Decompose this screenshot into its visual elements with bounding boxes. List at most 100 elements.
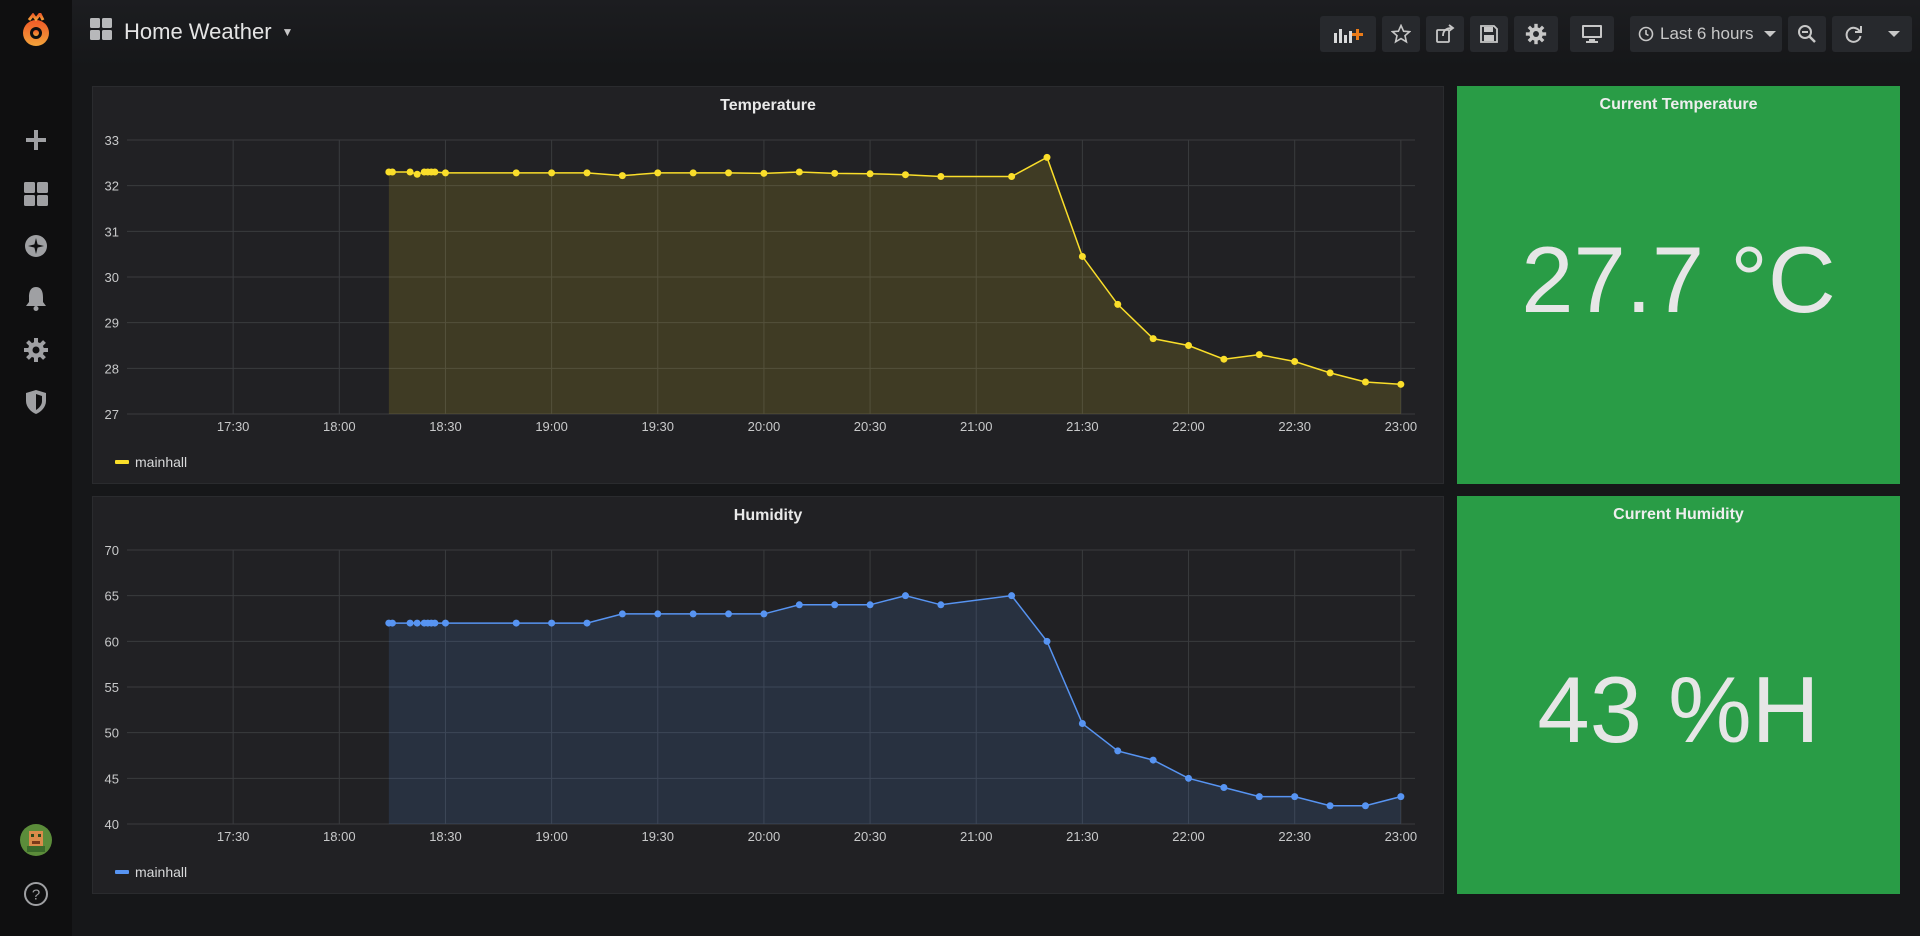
data-point	[1078, 252, 1086, 260]
stat-value: 43 %H	[1537, 657, 1820, 762]
legend-swatch	[115, 460, 129, 464]
grafana-logo-icon[interactable]	[16, 12, 56, 52]
y-tick-label: 70	[105, 543, 119, 558]
data-point	[1255, 793, 1263, 801]
data-point	[583, 169, 591, 177]
data-point	[760, 169, 768, 177]
data-point	[583, 619, 591, 627]
data-point	[654, 610, 662, 618]
create-plus-icon[interactable]	[16, 120, 56, 160]
data-point	[1220, 783, 1228, 791]
data-point	[795, 601, 803, 609]
configuration-gear-icon[interactable]	[16, 330, 56, 370]
save-icon	[1480, 25, 1498, 43]
legend-label: mainhall	[135, 864, 188, 880]
data-point	[1008, 592, 1016, 600]
humidity-graph-panel[interactable]: Humidity 40 45 50 55 60 65 70 17:30 18:00 18:30 19…	[92, 496, 1444, 894]
dashboard-title: Home Weather	[124, 19, 272, 44]
zoom-out-icon	[1798, 25, 1816, 43]
x-tick-label: 22:00	[1172, 419, 1205, 434]
refresh-interval-caret-icon	[1888, 31, 1900, 37]
y-tick-label: 29	[105, 316, 119, 331]
stat-value: 27.7 °C	[1521, 227, 1836, 332]
x-tick-label: 18:00	[323, 419, 356, 434]
dashboard-grid-icon	[90, 18, 112, 46]
data-point	[388, 168, 396, 176]
time-range-picker[interactable]: Last 6 hours	[1630, 16, 1782, 52]
x-tick-label: 20:00	[748, 829, 781, 844]
data-point	[1326, 802, 1334, 810]
data-point	[1397, 793, 1405, 801]
y-tick-label: 27	[105, 407, 119, 422]
data-point	[901, 592, 909, 600]
server-admin-shield-icon[interactable]	[16, 382, 56, 422]
x-tick-label: 19:00	[535, 829, 568, 844]
dashboard-settings-button[interactable]	[1514, 16, 1558, 52]
x-tick-label: 18:30	[429, 829, 462, 844]
dashboards-grid-icon[interactable]	[16, 174, 56, 214]
monitor-icon	[1582, 25, 1602, 43]
data-point	[548, 619, 556, 627]
legend-swatch	[115, 870, 129, 874]
humidity-chart: 40 45 50 55 60 65 70 17:30 18:00 18:30 19:00 19:30 2…	[105, 543, 1418, 844]
data-point	[1361, 802, 1369, 810]
data-point	[413, 619, 421, 627]
data-point	[725, 169, 733, 177]
data-point	[1043, 153, 1051, 161]
alerting-bell-icon[interactable]	[16, 278, 56, 318]
x-tick-label: 19:30	[641, 419, 674, 434]
star-dashboard-button[interactable]	[1382, 16, 1420, 52]
temperature-graph-panel[interactable]: Temperature 27 28 29 30 31 32 33 17:30 18:00 18:3…	[92, 86, 1444, 484]
panel-title: Humidity	[733, 507, 803, 524]
x-tick-label: 22:30	[1278, 419, 1311, 434]
caret-down-icon: ▼	[281, 25, 294, 39]
data-point	[413, 170, 421, 178]
current-humidity-stat-panel[interactable]: Current Humidity 43 %H	[1457, 496, 1900, 894]
user-avatar[interactable]	[16, 820, 56, 860]
sidebar: ?	[0, 0, 72, 936]
x-tick-label: 18:30	[429, 419, 462, 434]
legend-item[interactable]: mainhall	[115, 864, 187, 880]
help-question-icon[interactable]: ?	[16, 874, 56, 914]
data-point	[406, 168, 414, 176]
settings-gear-icon	[1525, 23, 1547, 45]
share-icon	[1436, 24, 1455, 43]
x-tick-label: 21:00	[960, 419, 993, 434]
data-point	[548, 169, 556, 177]
data-point	[1255, 351, 1263, 359]
data-point	[388, 619, 396, 627]
cycle-view-mode-button[interactable]	[1570, 16, 1614, 52]
legend-item[interactable]: mainhall	[115, 454, 187, 470]
current-temperature-stat-panel[interactable]: Current Temperature 27.7 °C	[1457, 86, 1900, 484]
add-panel-icon	[1334, 29, 1363, 43]
x-tick-label: 21:30	[1066, 829, 1099, 844]
y-tick-label: 30	[105, 270, 119, 285]
panel-title: Current Temperature	[1599, 96, 1758, 113]
data-point	[406, 619, 414, 627]
dashboard-title-picker[interactable]: Home Weather ▼	[90, 18, 293, 46]
x-tick-label: 17:30	[217, 419, 250, 434]
explore-compass-icon[interactable]	[16, 226, 56, 266]
data-point	[512, 169, 520, 177]
add-panel-button[interactable]	[1320, 16, 1376, 52]
data-point	[1291, 357, 1299, 365]
share-dashboard-button[interactable]	[1426, 16, 1464, 52]
panel-title: Temperature	[720, 97, 816, 114]
data-point	[1185, 342, 1193, 349]
refresh-button-group[interactable]	[1832, 16, 1912, 52]
data-point	[831, 169, 839, 177]
save-dashboard-button[interactable]	[1470, 16, 1508, 52]
y-tick-label: 45	[105, 771, 119, 786]
data-point	[1220, 355, 1228, 363]
data-point	[1114, 300, 1122, 308]
y-tick-label: 40	[105, 817, 119, 832]
panel-title: Current Humidity	[1613, 506, 1744, 523]
data-point	[1149, 335, 1157, 343]
zoom-out-button[interactable]	[1788, 16, 1826, 52]
data-point	[937, 173, 945, 181]
data-point	[618, 610, 626, 618]
data-point	[1043, 637, 1051, 645]
y-tick-label: 31	[105, 224, 119, 239]
temperature-chart: 27 28 29 30 31 32 33 17:30 18:00 18:30 19:00 19:30 2…	[105, 133, 1418, 434]
data-point	[689, 610, 697, 618]
